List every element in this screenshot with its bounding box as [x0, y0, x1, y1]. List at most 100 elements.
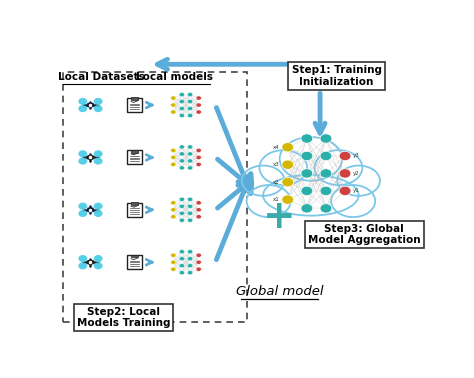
Text: y2: y2: [353, 171, 360, 176]
Circle shape: [179, 107, 184, 111]
Circle shape: [179, 271, 184, 275]
Circle shape: [301, 204, 313, 213]
Circle shape: [171, 201, 176, 205]
Circle shape: [320, 169, 332, 178]
Circle shape: [188, 107, 193, 111]
Circle shape: [282, 195, 293, 204]
Circle shape: [171, 148, 176, 152]
Circle shape: [171, 103, 176, 107]
Circle shape: [339, 186, 351, 195]
Circle shape: [179, 211, 184, 215]
FancyBboxPatch shape: [131, 98, 137, 100]
Text: x4: x4: [273, 145, 280, 150]
Circle shape: [196, 110, 201, 114]
Text: Step3: Global
Model Aggregation: Step3: Global Model Aggregation: [308, 224, 420, 245]
Circle shape: [78, 105, 87, 112]
Circle shape: [171, 162, 176, 166]
Circle shape: [196, 260, 201, 264]
Circle shape: [196, 201, 201, 205]
Text: Local Datasets: Local Datasets: [58, 72, 145, 82]
Ellipse shape: [331, 185, 375, 217]
FancyBboxPatch shape: [87, 103, 94, 107]
Circle shape: [171, 96, 176, 100]
Circle shape: [301, 134, 313, 143]
Circle shape: [301, 186, 313, 195]
Circle shape: [94, 203, 102, 210]
Circle shape: [179, 218, 184, 222]
FancyBboxPatch shape: [87, 260, 94, 265]
Circle shape: [171, 208, 176, 212]
Circle shape: [94, 158, 102, 164]
Circle shape: [171, 215, 176, 219]
Circle shape: [188, 159, 193, 163]
Circle shape: [339, 169, 351, 178]
Circle shape: [78, 210, 87, 217]
Ellipse shape: [315, 150, 362, 185]
Circle shape: [179, 152, 184, 156]
Circle shape: [188, 197, 193, 201]
Circle shape: [188, 113, 193, 118]
Circle shape: [188, 152, 193, 156]
Circle shape: [196, 208, 201, 212]
Circle shape: [196, 215, 201, 219]
Circle shape: [94, 210, 102, 217]
Circle shape: [179, 257, 184, 261]
FancyBboxPatch shape: [131, 255, 137, 257]
Circle shape: [78, 255, 87, 262]
Text: x3: x3: [273, 162, 280, 167]
Circle shape: [301, 169, 313, 178]
FancyBboxPatch shape: [128, 98, 142, 112]
Circle shape: [179, 166, 184, 170]
Text: +: +: [264, 198, 296, 236]
Circle shape: [196, 155, 201, 160]
Circle shape: [188, 263, 193, 268]
Circle shape: [188, 218, 193, 222]
Text: y1: y1: [353, 188, 360, 194]
Ellipse shape: [259, 150, 307, 185]
Circle shape: [78, 158, 87, 164]
Circle shape: [94, 262, 102, 270]
Circle shape: [188, 271, 193, 275]
Text: x1: x1: [273, 197, 280, 202]
Circle shape: [188, 204, 193, 208]
Circle shape: [78, 98, 87, 105]
Circle shape: [188, 166, 193, 170]
Ellipse shape: [259, 150, 362, 206]
Circle shape: [179, 249, 184, 254]
Circle shape: [171, 253, 176, 257]
Circle shape: [188, 99, 193, 104]
Circle shape: [282, 160, 293, 169]
Text: Step2: Local
Models Training: Step2: Local Models Training: [77, 307, 170, 328]
Circle shape: [196, 267, 201, 271]
Circle shape: [179, 99, 184, 104]
Text: Global model: Global model: [236, 285, 323, 298]
Circle shape: [320, 134, 332, 143]
Ellipse shape: [242, 166, 284, 196]
Text: Step1: Training
Initialization: Step1: Training Initialization: [292, 65, 382, 87]
Circle shape: [196, 103, 201, 107]
Circle shape: [78, 150, 87, 157]
Circle shape: [179, 159, 184, 163]
Text: x2: x2: [273, 180, 280, 185]
Circle shape: [188, 257, 193, 261]
FancyBboxPatch shape: [128, 203, 142, 217]
FancyBboxPatch shape: [128, 150, 142, 164]
Circle shape: [188, 145, 193, 149]
Circle shape: [94, 255, 102, 262]
Circle shape: [94, 150, 102, 157]
Circle shape: [196, 162, 201, 166]
FancyBboxPatch shape: [87, 155, 94, 160]
Circle shape: [179, 145, 184, 149]
Circle shape: [179, 204, 184, 208]
Circle shape: [301, 151, 313, 161]
Circle shape: [78, 203, 87, 210]
Circle shape: [179, 197, 184, 201]
Text: y3: y3: [353, 153, 360, 158]
Circle shape: [78, 262, 87, 270]
Circle shape: [171, 267, 176, 271]
Circle shape: [179, 263, 184, 268]
Ellipse shape: [280, 137, 342, 181]
Circle shape: [320, 186, 332, 195]
Circle shape: [188, 249, 193, 254]
Ellipse shape: [337, 166, 380, 196]
